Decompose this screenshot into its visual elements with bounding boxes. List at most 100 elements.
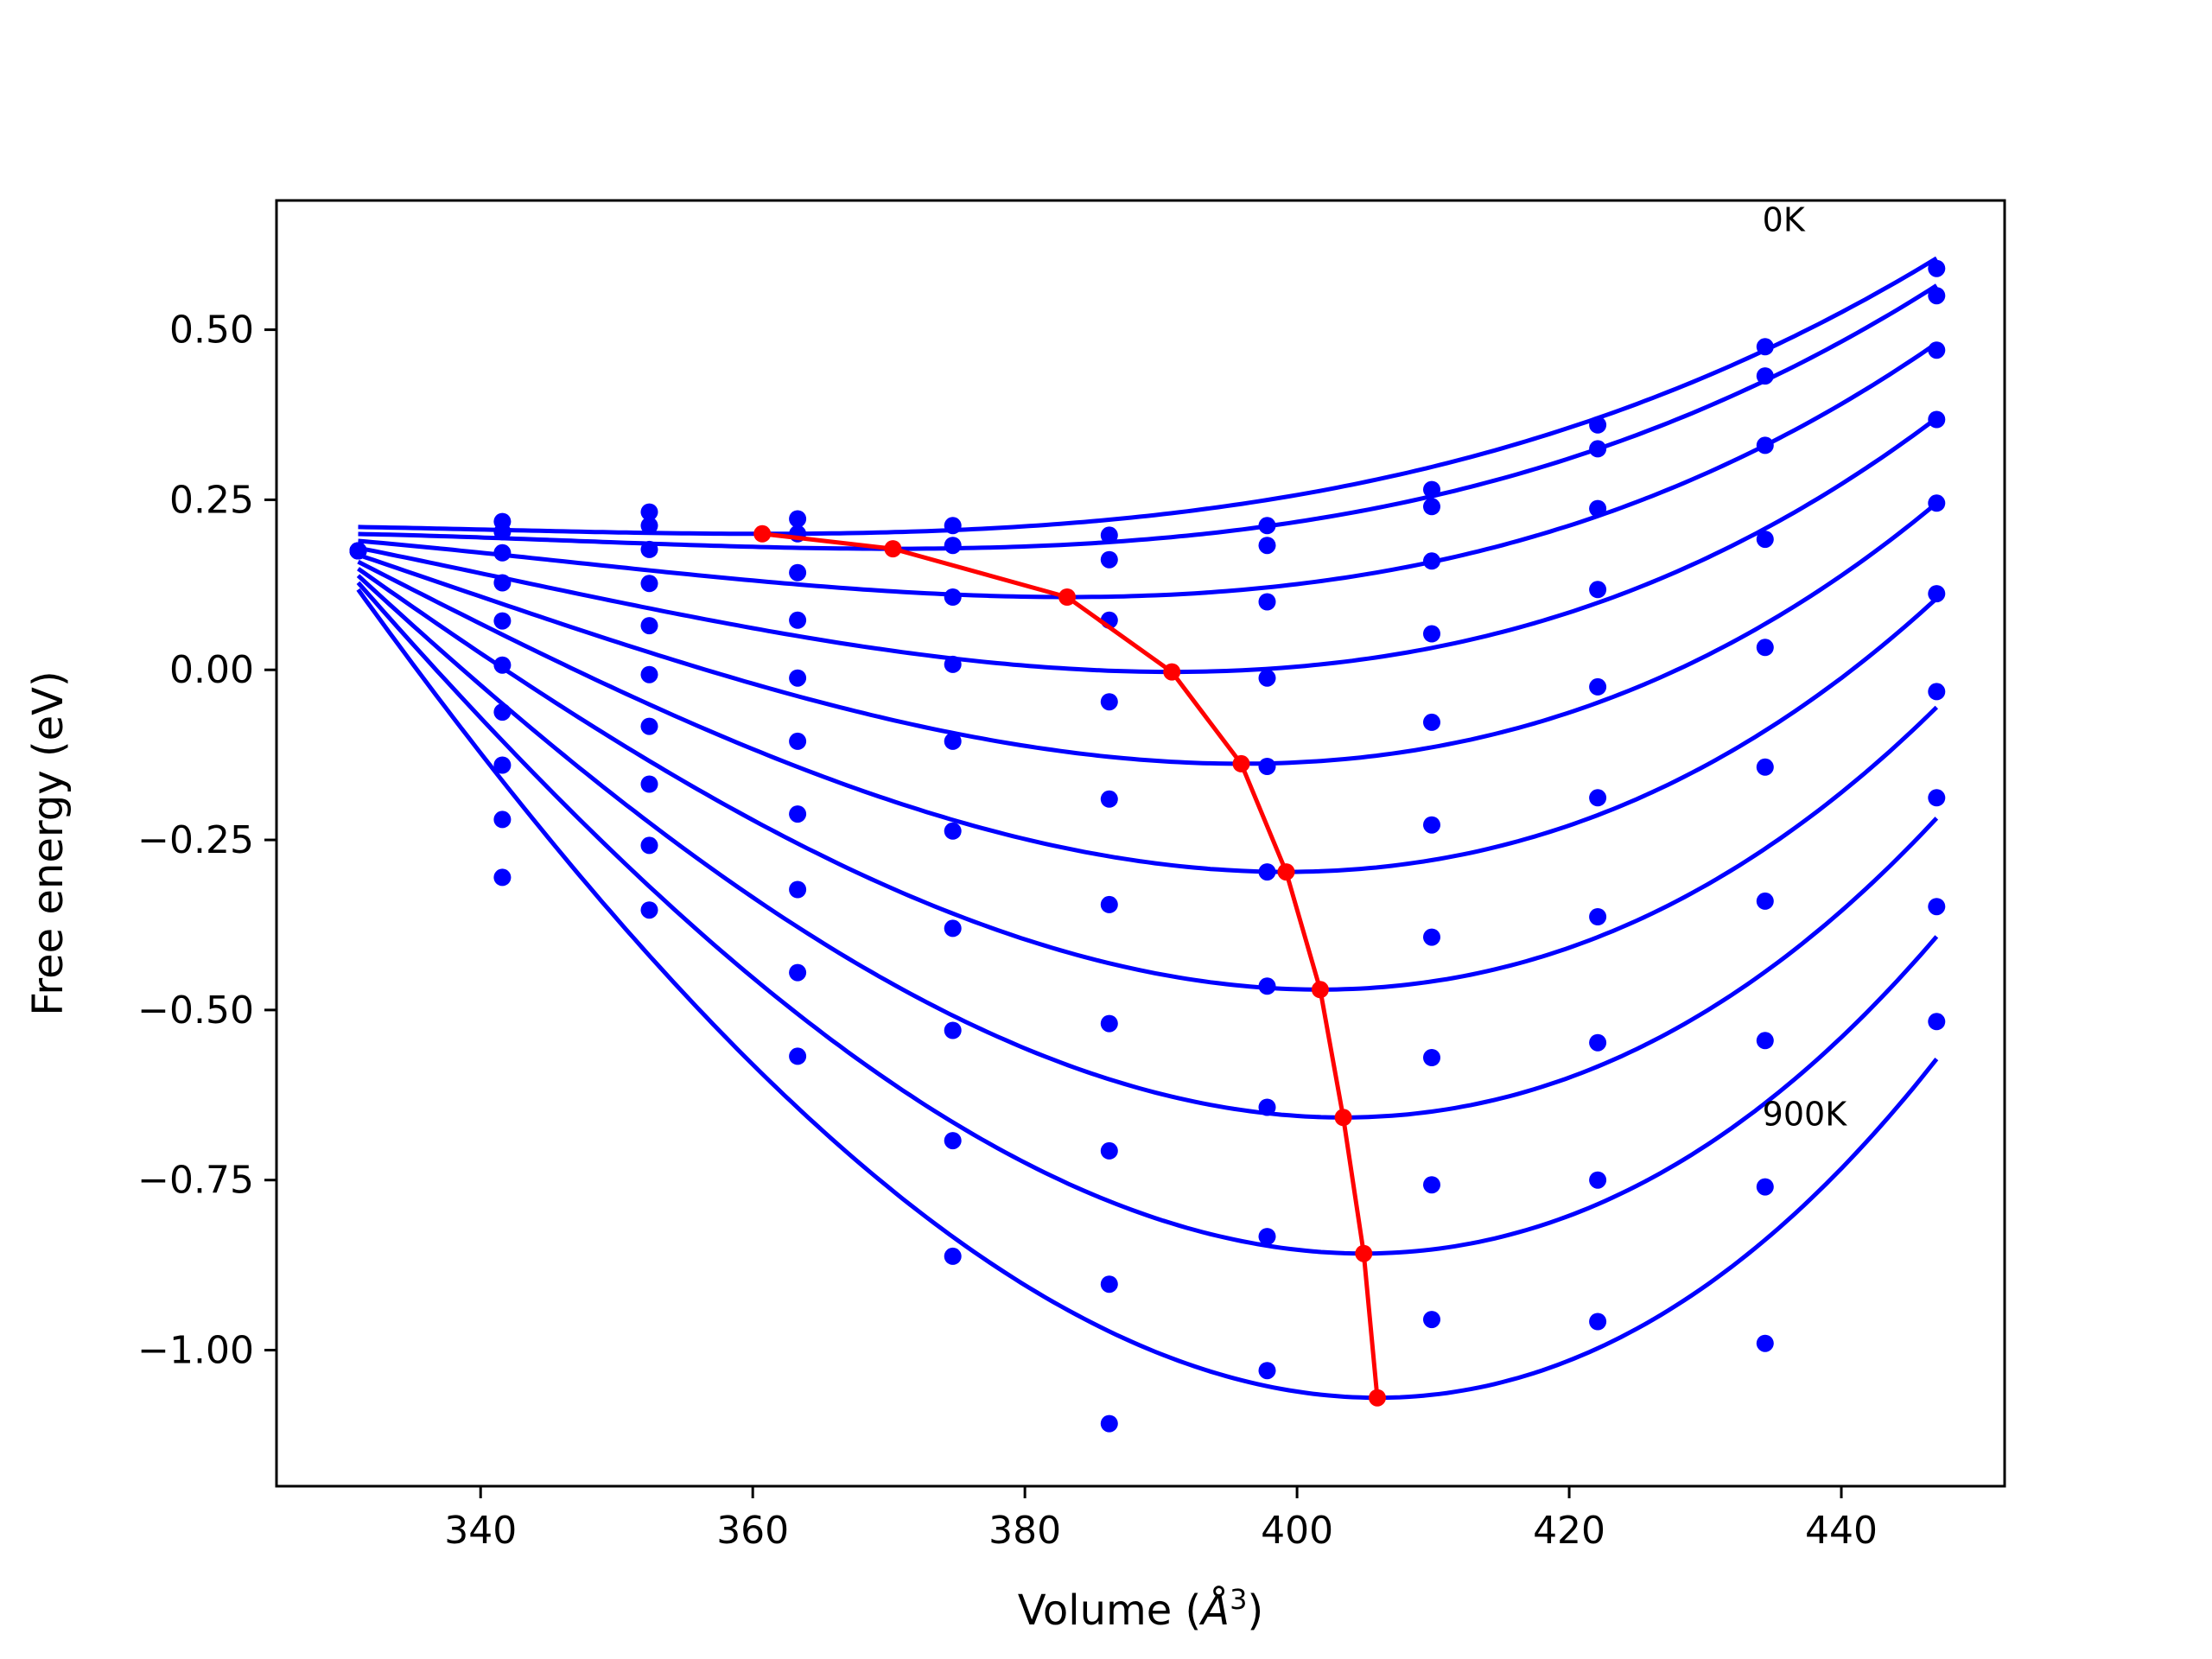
- data-point: [1423, 1176, 1440, 1194]
- fit-curve: [358, 283, 1938, 551]
- y-tick-label: 0.25: [169, 478, 254, 522]
- fit-curve: [357, 416, 1938, 675]
- minimum-path: [753, 524, 1386, 1407]
- data-point: [1756, 367, 1774, 385]
- data-point: [944, 1021, 962, 1039]
- minimum-point: [753, 524, 772, 543]
- x-axis-title: Volume (Å3): [1018, 1583, 1263, 1635]
- x-tick-label: 380: [988, 1509, 1061, 1553]
- data-point: [1423, 1049, 1440, 1066]
- data-point: [789, 805, 807, 823]
- data-point: [1928, 683, 1946, 701]
- data-point: [1589, 581, 1607, 599]
- data-point: [944, 537, 962, 555]
- x-tick-label: 340: [444, 1509, 517, 1553]
- data-point: [1756, 531, 1774, 549]
- y-tick-label: −0.25: [137, 818, 254, 862]
- data-point: [493, 574, 512, 592]
- data-point: [944, 1132, 962, 1150]
- x-tick-label: 440: [1805, 1509, 1878, 1553]
- x-tick-label: 420: [1533, 1509, 1605, 1553]
- minimum-path-line: [761, 531, 1380, 1398]
- scatter-points: [349, 259, 1946, 1433]
- data-point: [1589, 440, 1607, 458]
- data-point: [1100, 1141, 1118, 1160]
- data-point: [1100, 1414, 1118, 1433]
- data-point: [1928, 1013, 1946, 1031]
- data-point: [493, 756, 512, 774]
- data-point: [1928, 287, 1946, 305]
- fit-curve: [356, 588, 1939, 1401]
- data-point: [1589, 789, 1607, 807]
- data-point: [944, 732, 962, 750]
- data-point: [493, 523, 512, 541]
- data-point: [1928, 494, 1946, 512]
- data-point: [789, 510, 807, 528]
- data-point: [640, 575, 658, 593]
- data-point: [493, 612, 512, 630]
- data-point: [1258, 537, 1276, 555]
- y-tick-label: 0.00: [169, 648, 254, 692]
- x-axis-title-text: Volume (: [1018, 1586, 1202, 1635]
- data-point: [1589, 416, 1607, 434]
- fit-curve: [358, 256, 1938, 537]
- annotation-900k: 900K: [1763, 1096, 1848, 1134]
- data-point: [789, 963, 807, 982]
- data-point: [944, 655, 962, 673]
- y-tick-label: 0.50: [169, 308, 254, 353]
- data-point: [944, 517, 962, 535]
- data-point: [1100, 1014, 1118, 1033]
- x-tick-label: 360: [716, 1509, 789, 1553]
- data-point: [1589, 1171, 1607, 1189]
- minimum-point: [1369, 1389, 1386, 1407]
- data-point: [1100, 1275, 1118, 1294]
- annotation-0k: 0K: [1763, 200, 1806, 238]
- x-axis-title-symbol: Å: [1198, 1586, 1230, 1635]
- data-point: [1928, 898, 1946, 916]
- data-point: [493, 543, 512, 562]
- fit-curve: [357, 501, 1938, 766]
- data-point: [1258, 1098, 1276, 1116]
- data-point: [640, 517, 658, 535]
- data-point: [1756, 1178, 1774, 1196]
- data-point: [1928, 259, 1946, 277]
- data-point: [1100, 550, 1118, 569]
- data-point: [1756, 1032, 1774, 1050]
- data-point: [1258, 758, 1276, 775]
- fit-curve: [357, 559, 1938, 874]
- fit-curve: [357, 567, 1939, 992]
- data-point: [1589, 677, 1607, 696]
- data-point: [640, 503, 658, 521]
- x-tick-label: 400: [1261, 1509, 1333, 1553]
- minimum-point: [1163, 663, 1181, 681]
- data-point: [1423, 552, 1440, 570]
- data-point: [1258, 977, 1276, 995]
- data-point: [640, 775, 658, 793]
- data-point: [1756, 436, 1774, 454]
- data-point: [1258, 593, 1276, 611]
- data-point: [944, 1247, 962, 1265]
- data-point: [1928, 789, 1946, 807]
- data-point: [640, 617, 658, 635]
- data-point: [1100, 693, 1118, 711]
- fit-curve: [358, 341, 1938, 600]
- data-point: [1756, 639, 1774, 657]
- y-axis-title: Free energy (eV): [24, 671, 73, 1015]
- data-point: [1589, 499, 1607, 518]
- data-point: [789, 611, 807, 629]
- data-point: [1423, 1311, 1440, 1329]
- fit-curve: [356, 581, 1939, 1256]
- data-point: [1100, 895, 1118, 913]
- x-axis: 340 360 380 400 420 440: [444, 1486, 1878, 1553]
- data-point: [1756, 892, 1774, 910]
- y-tick-label: −0.75: [137, 1159, 254, 1203]
- data-point: [493, 810, 512, 829]
- data-point: [789, 669, 807, 687]
- data-point: [1928, 341, 1946, 359]
- data-point: [789, 1047, 807, 1065]
- data-point: [493, 703, 512, 721]
- data-point: [640, 717, 658, 735]
- data-point: [1100, 526, 1118, 544]
- data-point: [1423, 480, 1440, 499]
